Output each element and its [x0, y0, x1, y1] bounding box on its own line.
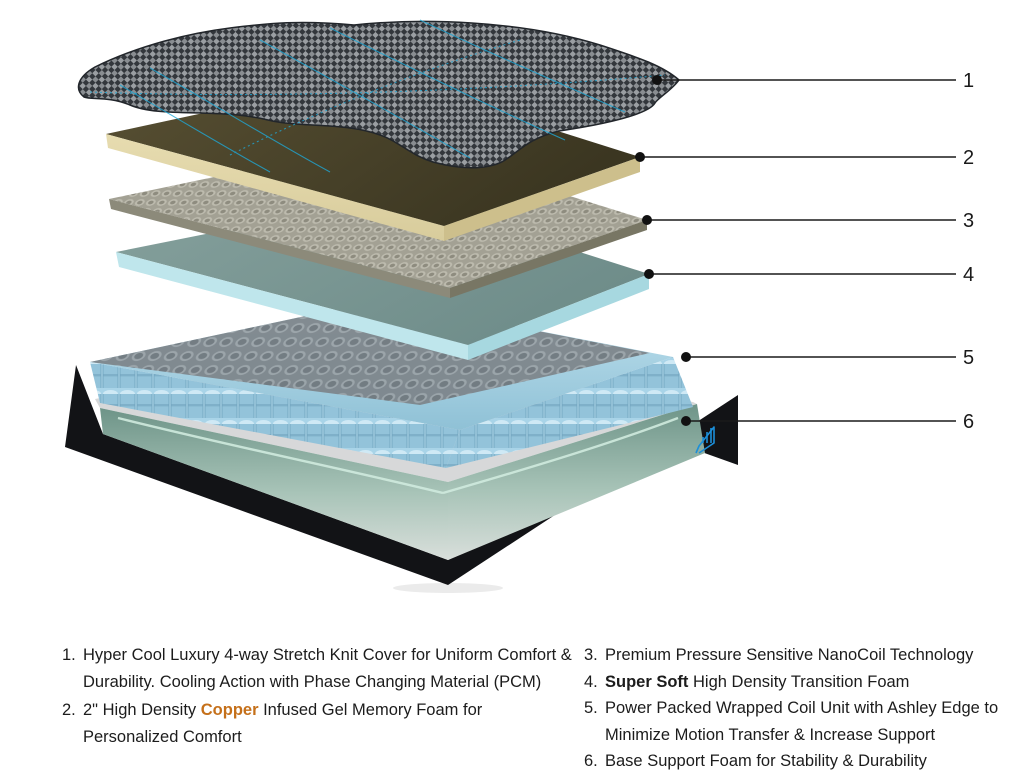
- svg-text:2: 2: [963, 147, 974, 169]
- svg-text:1: 1: [963, 70, 974, 92]
- svg-text:6: 6: [963, 411, 974, 433]
- svg-text:5: 5: [963, 347, 974, 369]
- svg-text:3: 3: [963, 210, 974, 232]
- svg-text:4: 4: [963, 264, 974, 286]
